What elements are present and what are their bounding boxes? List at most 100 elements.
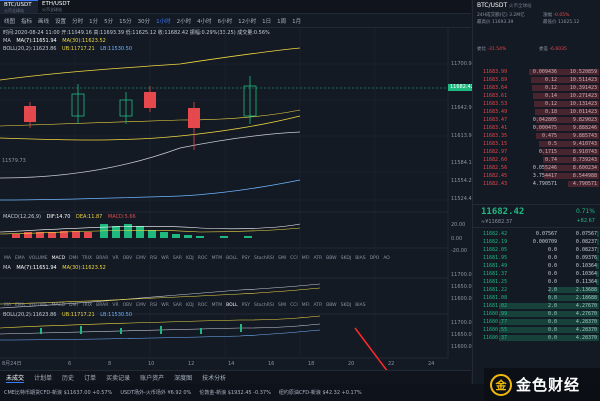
indicator-tab[interactable]: EMV bbox=[136, 303, 146, 308]
tab-open-orders[interactable]: 未成交 bbox=[6, 374, 25, 383]
indicator-tab[interactable]: TRIX bbox=[81, 256, 93, 261]
indicator-tab[interactable]: OBV bbox=[122, 303, 133, 308]
indicator-tab[interactable]: SKDJ bbox=[340, 256, 352, 261]
ask-row[interactable]: 11683.15 0.5 9.410743 bbox=[475, 140, 599, 148]
ask-row[interactable]: 11683.89 0.12 10.511423 bbox=[475, 76, 599, 84]
indicator-tab[interactable]: BBW bbox=[326, 256, 337, 261]
indicator-tab[interactable]: KDJ bbox=[186, 256, 194, 261]
ask-row[interactable]: 11683.49 0.18 10.011423 bbox=[475, 108, 599, 116]
ask-row[interactable]: 11683.47 0.042805 9.829023 bbox=[475, 116, 599, 124]
indicator-tab[interactable]: StochRSI bbox=[254, 256, 275, 261]
tab-trades[interactable]: 买卖记录 bbox=[106, 375, 131, 382]
indicator-tab[interactable]: BOLL bbox=[226, 256, 238, 261]
indicator-tab[interactable]: SKDJ bbox=[340, 303, 352, 308]
indicator-tab[interactable]: ATR bbox=[313, 256, 323, 261]
bid-row[interactable]: 11681.49 0.0 0.10364 bbox=[475, 262, 599, 270]
interval-2h[interactable]: 2小时 bbox=[176, 18, 192, 25]
indicator-tab[interactable]: BBW bbox=[326, 303, 337, 308]
ask-row[interactable]: 11682.56 0.055246 8.600234 bbox=[475, 164, 599, 172]
interval-15m[interactable]: 15分 bbox=[119, 18, 132, 25]
indicator-tab[interactable]: AO bbox=[383, 256, 390, 261]
bid-row[interactable]: 11682.42 0.07567 0.07567 bbox=[475, 230, 599, 238]
indicator-tab[interactable]: BIAS bbox=[355, 256, 366, 261]
indicator-tab[interactable]: KDJ bbox=[186, 303, 194, 308]
ticker-item[interactable]: USDT场外-火币场外 ¥6.92 0% bbox=[120, 389, 191, 396]
bid-row[interactable]: 11681.22 2.0 2.13688 bbox=[475, 286, 599, 294]
indicator-tab[interactable]: SAR bbox=[172, 256, 183, 261]
bid-row[interactable]: 11681.02 2.0 4.27670 bbox=[475, 302, 599, 310]
indicator-tab[interactable]: OBV bbox=[122, 256, 133, 261]
indicator-tab[interactable]: EMV bbox=[136, 256, 146, 261]
ask-row[interactable]: 11682.60 0.74 8.739243 bbox=[475, 156, 599, 164]
kline-chart[interactable]: 时间:2020-08-24 11:00 开:11649.16 高:11693.3… bbox=[0, 28, 476, 370]
indicator-tab[interactable]: SMI bbox=[278, 256, 287, 261]
tab-history[interactable]: 历史 bbox=[62, 375, 75, 382]
indicator-tab[interactable]: BRAR bbox=[96, 303, 109, 308]
tab-analysis[interactable]: 技术分析 bbox=[202, 375, 227, 382]
indicator-tab[interactable]: MFI bbox=[301, 256, 310, 261]
indicator-tab[interactable]: TRIX bbox=[81, 303, 93, 308]
indicator-tab[interactable]: CCI bbox=[290, 303, 298, 308]
tab-btc-usdt[interactable]: BTC/USDT 火币全球站 bbox=[0, 0, 38, 13]
bid-row[interactable]: 11681.95 0.0 0.09376 bbox=[475, 254, 599, 262]
indicator-tab[interactable]: RSI bbox=[149, 256, 158, 261]
ask-row[interactable]: 11683.61 0.14 10.271423 bbox=[475, 92, 599, 100]
indicator-tab[interactable]: MA bbox=[4, 303, 11, 308]
ask-row[interactable]: 11682.97 0.1715 8.910743 bbox=[475, 148, 599, 156]
bid-row[interactable]: 11680.99 0.0 4.27670 bbox=[475, 310, 599, 318]
interval-1m[interactable]: 分时 bbox=[72, 18, 84, 25]
interval-1m[interactable]: 1分 bbox=[89, 18, 99, 25]
bid-row[interactable]: 11681.37 0.0 0.10364 bbox=[475, 270, 599, 278]
interval-5m[interactable]: 5分 bbox=[104, 18, 114, 25]
interval-1mo[interactable]: 1月 bbox=[292, 18, 302, 25]
bid-row[interactable]: 11681.08 0.0 2.18688 bbox=[475, 294, 599, 302]
ticker-item[interactable]: CME比特币期货CFD-新浪 $11637.00 +0.57% bbox=[4, 389, 112, 396]
indicator-tab[interactable]: BRAR bbox=[96, 256, 109, 261]
interval-6h[interactable]: 6小时 bbox=[217, 18, 233, 25]
bid-row[interactable]: 11680.77 0.0 4.28370 bbox=[475, 318, 599, 326]
toolbar-draw-button[interactable]: 画线 bbox=[38, 18, 50, 25]
indicator-tab[interactable]: ROC bbox=[197, 256, 208, 261]
ask-row[interactable]: 11682.43 4.790571 4.790571 bbox=[475, 180, 599, 188]
toolbar-settings-button[interactable]: 设置 bbox=[55, 18, 67, 25]
tab-depth[interactable]: 深度图 bbox=[174, 375, 193, 382]
interval-12h[interactable]: 12小时 bbox=[238, 18, 257, 25]
indicator-tab[interactable]: MTM bbox=[211, 256, 223, 261]
ticker-item[interactable]: 纽约原油CFD-新浪 $42.32 +0.17% bbox=[279, 389, 362, 396]
indicator-tab[interactable]: SMI bbox=[278, 303, 287, 308]
indicator-tab[interactable]: ATR bbox=[313, 303, 323, 308]
indicator-tab[interactable]: VOLUME bbox=[28, 303, 48, 308]
indicator-tab[interactable]: VOLUME bbox=[28, 256, 48, 261]
indicator-tab[interactable]: MA bbox=[4, 256, 11, 261]
toolbar-indicator-button[interactable]: 指标 bbox=[21, 18, 33, 25]
interval-1d[interactable]: 1日 bbox=[262, 18, 272, 25]
ask-row[interactable]: 11683.64 0.12 10.391423 bbox=[475, 84, 599, 92]
indicator-tab[interactable]: WR bbox=[161, 303, 169, 308]
indicator-tab[interactable]: DMI bbox=[69, 303, 78, 308]
ask-row[interactable]: 11683.41 0.000475 9.888246 bbox=[475, 124, 599, 132]
tab-orders[interactable]: 订单 bbox=[84, 375, 97, 382]
interval-1h[interactable]: 1小时 bbox=[156, 18, 171, 25]
indicator-tab[interactable]: WR bbox=[161, 256, 169, 261]
bid-row[interactable]: 11682.05 0.0 0.08237 bbox=[475, 246, 599, 254]
toolbar-line-button[interactable]: 线图 bbox=[4, 18, 16, 25]
bid-row[interactable]: 11680.37 0.0 4.28370 bbox=[475, 334, 599, 342]
indicator-tab[interactable]: StochRSI bbox=[254, 303, 275, 308]
indicator-tab[interactable]: ROC bbox=[197, 303, 208, 308]
indicator-tab[interactable]: EMA bbox=[14, 303, 25, 308]
indicator-tab[interactable]: BOLL bbox=[226, 303, 238, 308]
indicator-tab[interactable]: MFI bbox=[301, 303, 310, 308]
tab-eth-usdt[interactable]: ETH/USDT 火币全球站 bbox=[38, 0, 76, 13]
interval-1w[interactable]: 1周 bbox=[277, 18, 287, 25]
indicator-tab[interactable]: MACD bbox=[51, 256, 66, 261]
ask-row[interactable]: 11683.53 0.12 10.131423 bbox=[475, 100, 599, 108]
indicator-tab[interactable]: MACD bbox=[51, 303, 66, 308]
indicator-tab[interactable]: DMI bbox=[69, 256, 78, 261]
interval-4h[interactable]: 4小时 bbox=[197, 18, 212, 25]
indicator-tab[interactable]: CCI bbox=[290, 256, 298, 261]
tab-plan-orders[interactable]: 计划单 bbox=[34, 375, 53, 382]
indicator-tab[interactable]: BIAS bbox=[355, 303, 366, 308]
indicator-tab[interactable]: PSY bbox=[241, 303, 250, 308]
indicator-tab[interactable]: DPO bbox=[369, 256, 380, 261]
indicator-tab[interactable]: EMA bbox=[14, 256, 25, 261]
